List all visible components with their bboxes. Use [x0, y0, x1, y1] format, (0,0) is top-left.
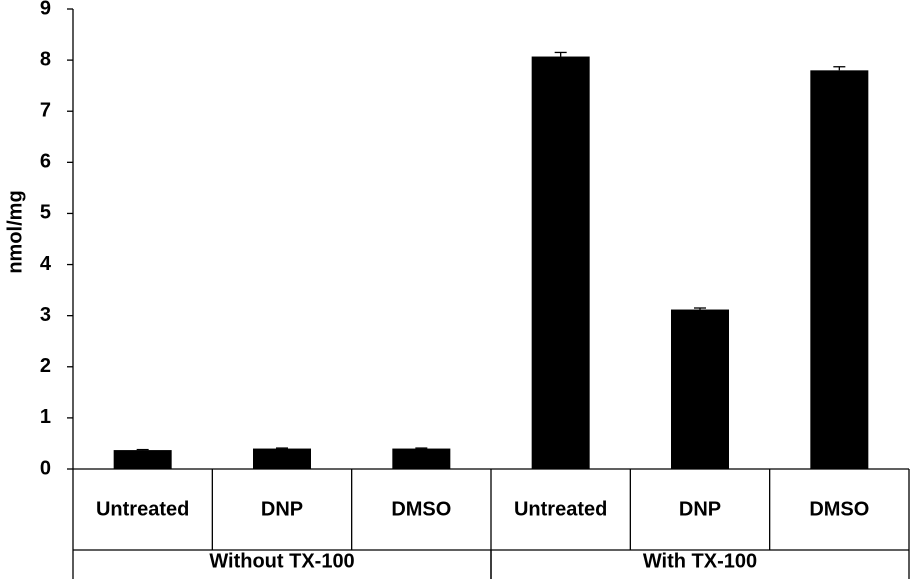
- x-tick-label: Untreated: [514, 498, 607, 520]
- y-tick-label: 3: [40, 304, 51, 326]
- bar: [392, 448, 451, 469]
- y-tick-label: 6: [40, 151, 51, 173]
- x-tick-label: Untreated: [96, 498, 189, 520]
- y-tick-label: 2: [40, 355, 51, 377]
- y-tick-label: 5: [40, 202, 51, 224]
- bar: [810, 70, 869, 469]
- y-tick-label: 9: [40, 0, 51, 19]
- y-tick-label: 8: [40, 48, 51, 70]
- group-label: With TX-100: [643, 550, 757, 572]
- bar: [671, 309, 729, 469]
- bar: [531, 56, 590, 470]
- y-tick-label: 0: [40, 457, 51, 479]
- y-tick-label: 1: [40, 406, 51, 428]
- y-tick-label: 4: [40, 253, 52, 275]
- group-label: Without TX-100: [209, 550, 354, 572]
- bar: [113, 450, 172, 469]
- y-axis-label: nmol/mg: [4, 190, 26, 273]
- x-tick-label: DNP: [679, 498, 721, 520]
- x-tick-label: DMSO: [809, 498, 869, 520]
- y-tick-label: 7: [40, 100, 51, 122]
- x-tick-label: DNP: [261, 498, 303, 520]
- x-tick-label: DMSO: [391, 498, 451, 520]
- bar: [253, 448, 311, 469]
